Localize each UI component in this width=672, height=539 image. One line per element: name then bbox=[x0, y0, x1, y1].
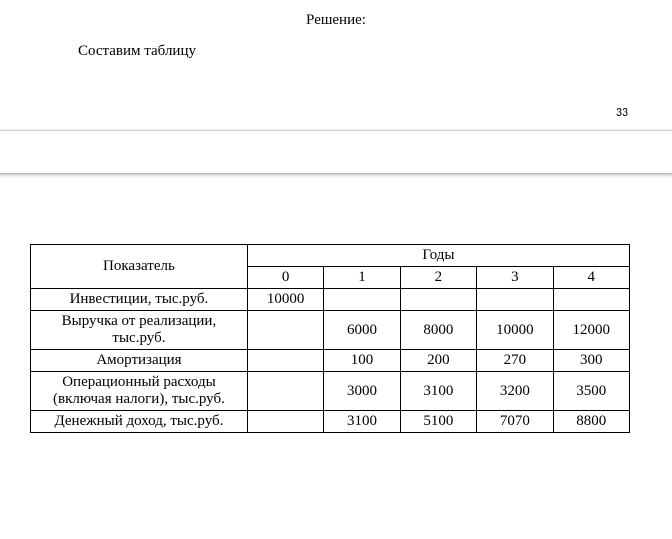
cell bbox=[477, 289, 553, 311]
table-body: Инвестиции, тыс.руб.10000Выручка от реал… bbox=[31, 289, 630, 433]
row-label: Денежный доход, тыс.руб. bbox=[31, 411, 248, 433]
cell: 3000 bbox=[324, 372, 400, 411]
header-indicator: Показатель bbox=[31, 245, 248, 289]
cell: 8800 bbox=[553, 411, 629, 433]
year-3: 3 bbox=[477, 267, 553, 289]
cell: 10000 bbox=[477, 311, 553, 350]
cell: 3500 bbox=[553, 372, 629, 411]
cell bbox=[400, 289, 476, 311]
cell: 3100 bbox=[400, 372, 476, 411]
cell bbox=[247, 311, 323, 350]
year-2: 2 bbox=[400, 267, 476, 289]
row-label: Операционный расходы (включая налоги), т… bbox=[31, 372, 248, 411]
cell: 270 bbox=[477, 350, 553, 372]
year-4: 4 bbox=[553, 267, 629, 289]
cell bbox=[247, 372, 323, 411]
cell: 6000 bbox=[324, 311, 400, 350]
cell: 7070 bbox=[477, 411, 553, 433]
year-1: 1 bbox=[324, 267, 400, 289]
cell: 8000 bbox=[400, 311, 476, 350]
table-row: Амортизация 100200270300 bbox=[31, 350, 630, 372]
cell: 3100 bbox=[324, 411, 400, 433]
row-label: Инвестиции, тыс.руб. bbox=[31, 289, 248, 311]
year-0: 0 bbox=[247, 267, 323, 289]
row-label: Амортизация bbox=[31, 350, 248, 372]
page-number: 33 bbox=[30, 106, 642, 120]
cell: 100 bbox=[324, 350, 400, 372]
table-row: Денежный доход, тыс.руб. 3100510070708800 bbox=[31, 411, 630, 433]
data-table: Показатель Годы 0 1 2 3 4 Инвестиции, ты… bbox=[30, 244, 630, 433]
cell: 3200 bbox=[477, 372, 553, 411]
cell: 10000 bbox=[247, 289, 323, 311]
cell: 300 bbox=[553, 350, 629, 372]
table-row: Выручка от реализации, тыс.руб.600080001… bbox=[31, 311, 630, 350]
cell bbox=[324, 289, 400, 311]
row-label: Выручка от реализации, тыс.руб. bbox=[31, 311, 248, 350]
cell bbox=[553, 289, 629, 311]
cell: 200 bbox=[400, 350, 476, 372]
cell: 12000 bbox=[553, 311, 629, 350]
intro-text: Составим таблицу bbox=[78, 43, 642, 60]
section-heading: Решение: bbox=[30, 12, 642, 29]
table-row: Инвестиции, тыс.руб.10000 bbox=[31, 289, 630, 311]
cell bbox=[247, 411, 323, 433]
page-separator bbox=[0, 130, 672, 174]
cell bbox=[247, 350, 323, 372]
cell: 5100 bbox=[400, 411, 476, 433]
table-row: Операционный расходы (включая налоги), т… bbox=[31, 372, 630, 411]
header-years: Годы bbox=[247, 245, 629, 267]
